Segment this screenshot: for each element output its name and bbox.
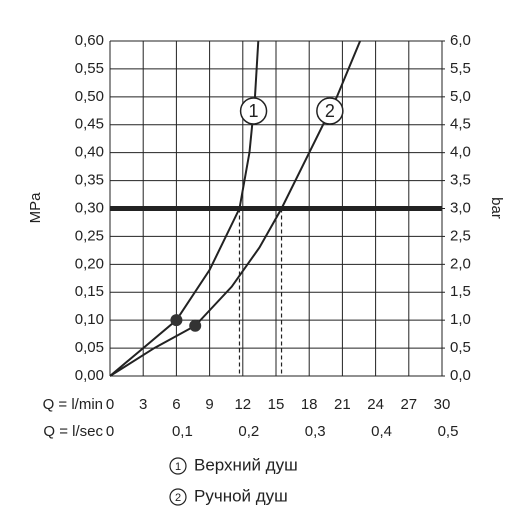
y-tick-label: 0,30 [75,199,104,216]
y-tick-label: 0,45 [75,116,104,133]
y2-tick-label: 3,0 [450,199,471,216]
y-tick-label: 0,15 [75,283,104,300]
y-tick-label: 0,10 [75,311,104,328]
y-tick-label: 0,35 [75,172,104,189]
x-tick-label: 18 [301,396,318,413]
legend-marker [169,457,187,475]
y-tick-label: 0,20 [75,255,104,272]
x-tick-label: 3 [139,396,147,413]
x-tick-label: 6 [172,396,180,413]
x-tick-label: 12 [234,396,251,413]
x-tick-label: 9 [205,396,213,413]
y-tick-label: 0,40 [75,144,104,161]
x2-tick-label: 0,2 [238,423,259,440]
data-point [170,314,183,327]
legend-label: Ручной душ [194,486,288,505]
legend-marker-label: 2 [175,492,181,504]
x-tick-label: 15 [268,396,285,413]
legend-marker-label: 1 [175,461,181,473]
y-axis-label: MPa [27,192,44,224]
y-tick-label: 0,60 [75,32,104,49]
x2-tick-label: 0,1 [172,423,193,440]
y-tick-label: 0,00 [75,367,104,384]
x-tick-label: 21 [334,396,351,413]
y2-tick-label: 4,0 [450,144,471,161]
x-axis-label: Q = l/min [43,396,103,413]
y2-tick-label: 5,0 [450,88,471,105]
y-tick-label: 0,50 [75,88,104,105]
y-tick-label: 0,55 [75,60,104,77]
legend-marker [169,488,187,506]
y2-tick-label: 0,5 [450,339,471,356]
curve-label-circle [239,97,268,125]
y-tick-label: 0,05 [75,339,104,356]
curve-label-circle [316,97,344,125]
y2-tick-label: 3,5 [450,172,471,189]
x-tick-label: 24 [367,396,384,413]
y2-tick-label: 5,5 [450,60,471,77]
x-tick-label: 0 [106,396,114,413]
y2-tick-label: 1,5 [450,283,471,300]
y2-tick-label: 4,5 [450,116,471,133]
y2-tick-label: 0,0 [450,367,471,384]
y2-tick-label: 6,0 [450,32,471,49]
x2-axis-label: Q = l/sec [43,423,103,440]
x2-tick-label: 0,5 [438,423,459,440]
y2-tick-label: 2,5 [450,227,471,244]
x-tick-label: 27 [400,396,417,413]
x2-tick-label: 0,3 [305,423,326,440]
y2-axis-label: bar [488,197,505,219]
x2-tick-label: 0 [106,423,114,440]
curve-label: 2 [325,101,335,121]
x2-tick-label: 0,4 [371,423,392,440]
x-tick-label: 30 [434,396,451,413]
data-point [189,319,202,332]
legend-label: Верхний душ [194,455,298,474]
curve-label: 1 [249,101,259,121]
y2-tick-label: 2,0 [450,255,471,272]
y2-tick-label: 1,0 [450,311,471,328]
y-tick-label: 0,25 [75,227,104,244]
